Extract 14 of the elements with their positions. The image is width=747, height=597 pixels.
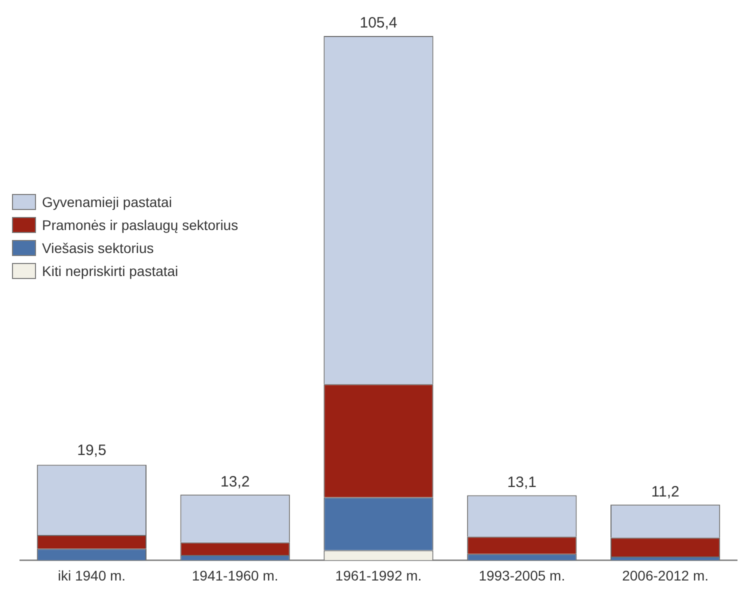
legend-label: Viešasis sektorius: [42, 240, 154, 256]
x-tick-label: 1961-1992 m.: [335, 567, 422, 584]
legend-label: Gyvenamieji pastatai: [42, 194, 172, 210]
legend-label: Pramonės ir paslaugų sektorius: [42, 216, 238, 232]
annotation: 13,2: [220, 473, 250, 490]
x-tick-label: 1993-2005 m.: [478, 567, 566, 584]
annotation: 19,5: [77, 442, 106, 459]
annotation: 11,2: [651, 483, 680, 500]
annotation: 13,1: [507, 474, 536, 491]
x-tick-label: 1941-1960 m.: [192, 567, 278, 584]
annotation: 105,4: [360, 14, 398, 32]
x-tick-label: iki 1940 m.: [58, 567, 126, 584]
x-tick-label: 2006-2012 m.: [622, 567, 709, 584]
legend-label: Kiti nepriskirti pastatai: [42, 262, 178, 278]
